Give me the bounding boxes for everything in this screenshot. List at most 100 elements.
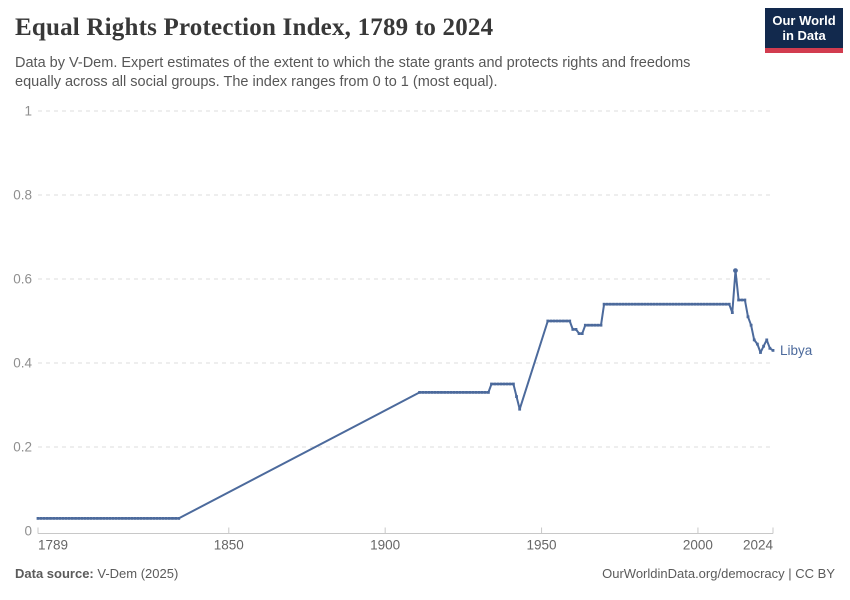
series-point[interactable] xyxy=(590,323,593,327)
series-point[interactable] xyxy=(596,323,600,327)
series-point[interactable] xyxy=(174,517,178,520)
series-point[interactable] xyxy=(99,517,102,520)
series-point[interactable] xyxy=(177,517,181,520)
series-point[interactable] xyxy=(418,391,421,394)
series-point[interactable] xyxy=(618,302,622,306)
series-point[interactable] xyxy=(627,302,631,306)
series-point[interactable] xyxy=(743,298,747,302)
series-point[interactable] xyxy=(674,302,678,306)
series-point[interactable] xyxy=(130,517,134,520)
series-point[interactable] xyxy=(45,517,49,520)
series-point[interactable] xyxy=(39,517,43,520)
series-point[interactable] xyxy=(727,302,731,306)
series-point[interactable] xyxy=(577,332,581,335)
series-point[interactable] xyxy=(499,382,503,386)
series-point[interactable] xyxy=(55,517,59,520)
series-point[interactable] xyxy=(724,302,728,306)
series-point[interactable] xyxy=(568,319,572,323)
series-point[interactable] xyxy=(518,407,522,411)
series-point[interactable] xyxy=(515,395,518,398)
series-point[interactable] xyxy=(468,391,472,394)
series-point[interactable] xyxy=(96,517,99,520)
series-point[interactable] xyxy=(167,517,171,520)
series-point[interactable] xyxy=(158,517,162,520)
series-point[interactable] xyxy=(452,391,456,394)
series-point[interactable] xyxy=(105,517,109,520)
series-point[interactable] xyxy=(149,517,152,520)
series-point[interactable] xyxy=(599,323,603,327)
series-point[interactable] xyxy=(124,517,127,520)
series-point[interactable] xyxy=(677,302,681,306)
series-point[interactable] xyxy=(608,302,612,306)
series-point[interactable] xyxy=(684,302,687,306)
series-point[interactable] xyxy=(615,302,619,306)
series-point[interactable] xyxy=(164,517,168,520)
series-point[interactable] xyxy=(643,302,647,306)
series-point[interactable] xyxy=(749,323,753,327)
series-point[interactable] xyxy=(640,302,644,306)
series-point[interactable] xyxy=(477,391,481,394)
series-point[interactable] xyxy=(92,517,96,520)
series-point[interactable] xyxy=(696,302,700,306)
series-point[interactable] xyxy=(430,391,434,394)
series-point[interactable] xyxy=(690,302,694,306)
series-point[interactable] xyxy=(680,302,684,306)
series-point[interactable] xyxy=(583,323,587,327)
series-point[interactable] xyxy=(730,311,734,314)
series-point[interactable] xyxy=(480,391,484,394)
series-point[interactable] xyxy=(443,391,446,394)
series-point[interactable] xyxy=(133,517,137,520)
series-point[interactable] xyxy=(108,517,112,520)
series-point[interactable] xyxy=(687,302,690,306)
series-point[interactable] xyxy=(646,302,650,306)
series-point[interactable] xyxy=(80,517,84,520)
series-point[interactable] xyxy=(693,302,697,306)
series-point[interactable] xyxy=(715,302,719,306)
owid-logo[interactable]: Our World in Data xyxy=(765,8,843,53)
series-point[interactable] xyxy=(505,382,509,386)
series-point[interactable] xyxy=(490,382,493,386)
series-point[interactable] xyxy=(555,319,559,323)
series-point[interactable] xyxy=(139,517,143,520)
series-point[interactable] xyxy=(496,382,500,386)
series-point[interactable] xyxy=(552,319,556,323)
series-point[interactable] xyxy=(624,302,628,306)
series-point[interactable] xyxy=(737,298,740,302)
series-point[interactable] xyxy=(671,302,675,306)
series-point[interactable] xyxy=(52,517,56,520)
series-point[interactable] xyxy=(699,302,703,306)
series-point[interactable] xyxy=(721,302,725,306)
series-point[interactable] xyxy=(114,517,118,520)
series-point[interactable] xyxy=(574,328,578,331)
series-point[interactable] xyxy=(740,298,744,302)
series-point[interactable] xyxy=(49,517,52,520)
series-point[interactable] xyxy=(474,391,478,394)
series-point[interactable] xyxy=(161,517,165,520)
series-point[interactable] xyxy=(89,517,93,520)
series-point[interactable] xyxy=(546,319,550,323)
series-point[interactable] xyxy=(718,302,722,306)
series-point[interactable] xyxy=(565,319,568,323)
series-point[interactable] xyxy=(36,517,40,520)
series-point[interactable] xyxy=(662,302,665,306)
series-point[interactable] xyxy=(621,302,625,306)
series-point[interactable] xyxy=(562,319,565,323)
series-point[interactable] xyxy=(142,517,146,520)
series-point[interactable] xyxy=(602,302,606,306)
series-point[interactable] xyxy=(765,338,769,342)
series-point[interactable] xyxy=(424,391,428,394)
series-point[interactable] xyxy=(587,323,590,327)
series-point[interactable] xyxy=(712,302,715,306)
series-point[interactable] xyxy=(433,391,437,394)
series-line[interactable] xyxy=(37,269,774,520)
series-point[interactable] xyxy=(427,391,431,394)
series-point[interactable] xyxy=(71,517,74,520)
series-point[interactable] xyxy=(512,382,515,386)
series-point[interactable] xyxy=(77,517,81,520)
series-point[interactable] xyxy=(136,517,140,520)
series-point[interactable] xyxy=(111,517,115,520)
series-point[interactable] xyxy=(502,382,506,386)
series-point[interactable] xyxy=(483,391,487,394)
series-point[interactable] xyxy=(102,517,106,520)
series-point[interactable] xyxy=(449,391,453,394)
